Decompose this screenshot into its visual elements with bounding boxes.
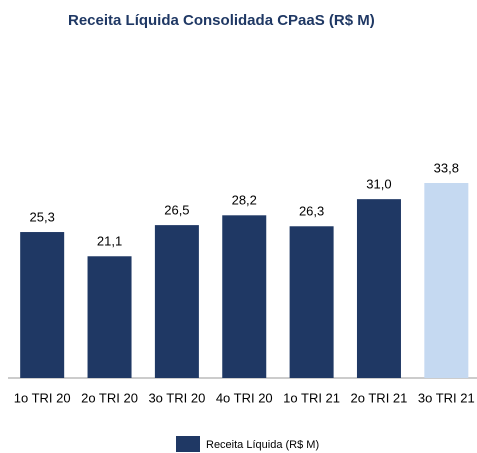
x-tick-label: 1o TRI 20 [14,390,71,405]
value-label: 21,1 [97,234,122,249]
value-label: 28,2 [232,193,257,208]
chart-title: Receita Líquida Consolidada CPaaS (R$ M) [68,12,375,29]
x-tick-label: 3o TRI 21 [418,390,475,405]
bar [424,183,469,378]
bar [87,256,132,378]
bar [154,225,199,378]
x-tick-label: 4o TRI 20 [216,390,273,405]
bar [222,215,267,378]
value-label: 33,8 [434,160,459,175]
bar [356,199,401,378]
bar [289,226,334,378]
value-label: 26,5 [164,203,189,218]
x-tick-label: 2o TRI 20 [81,390,138,405]
bar [20,232,65,378]
value-label: 31,0 [366,177,391,192]
x-tick-label: 2o TRI 21 [351,390,408,405]
x-tick-label: 1o TRI 21 [283,390,340,405]
x-tick-label: 3o TRI 20 [148,390,205,405]
legend-swatch [176,436,200,452]
value-label: 25,3 [30,209,55,224]
legend-label: Receita Líquida (R$ M) [206,439,319,451]
value-label: 26,3 [299,204,324,219]
